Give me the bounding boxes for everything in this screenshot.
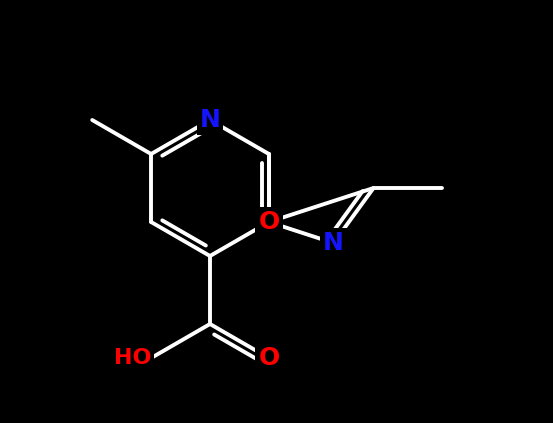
Text: HO: HO [113,348,151,368]
Text: N: N [200,108,221,132]
Text: N: N [323,231,344,255]
Text: O: O [258,210,279,234]
Text: O: O [258,346,279,370]
